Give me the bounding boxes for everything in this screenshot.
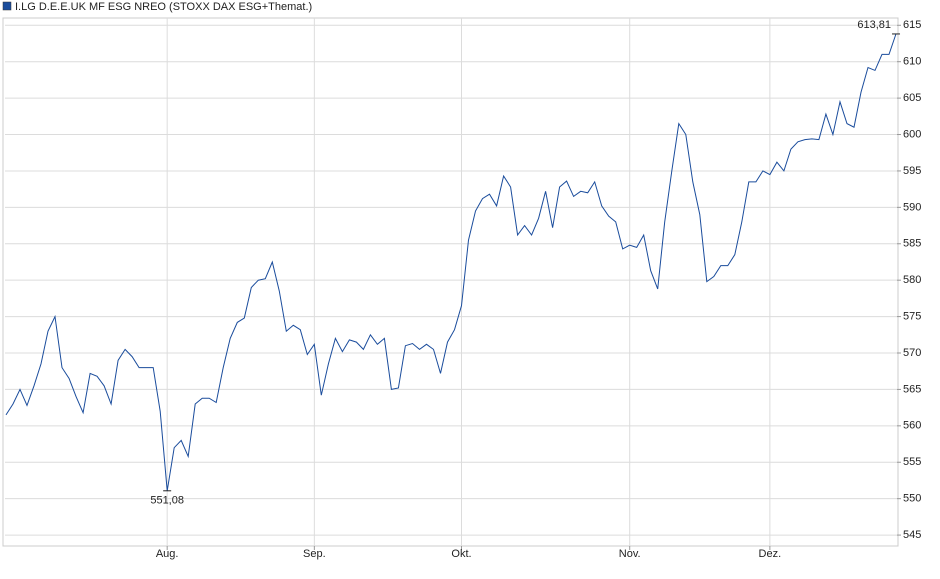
x-tick-label: Dez. (759, 548, 782, 560)
x-tick-label: Nov. (619, 548, 641, 560)
y-tick-label: 610 (903, 56, 921, 68)
y-tick-label: 585 (903, 238, 921, 250)
y-tick-label: 600 (903, 128, 921, 140)
y-tick-label: 580 (903, 274, 921, 286)
x-tick-label: Sep. (303, 548, 326, 560)
legend-label: I.LG D.E.E.UK MF ESG NREO (STOXX DAX ESG… (15, 1, 312, 13)
y-tick-label: 560 (903, 420, 921, 432)
y-tick-label: 570 (903, 347, 921, 359)
y-tick-label: 545 (903, 529, 921, 541)
x-tick-label: Okt. (451, 548, 471, 560)
y-tick-label: 605 (903, 92, 921, 104)
y-tick-label: 615 (903, 19, 921, 31)
extreme-label: 551,08 (150, 495, 184, 507)
y-tick-label: 590 (903, 201, 921, 213)
price-line (5, 33, 897, 491)
x-tick-label: Aug. (156, 548, 179, 560)
y-tick-label: 550 (903, 493, 921, 505)
y-tick-label: 565 (903, 383, 921, 395)
legend-swatch (2, 1, 12, 11)
plot-frame (2, 17, 899, 547)
extreme-label: 613,81 (857, 19, 891, 31)
y-tick-label: 575 (903, 310, 921, 322)
y-tick-label: 595 (903, 165, 921, 177)
y-tick-label: 555 (903, 456, 921, 468)
